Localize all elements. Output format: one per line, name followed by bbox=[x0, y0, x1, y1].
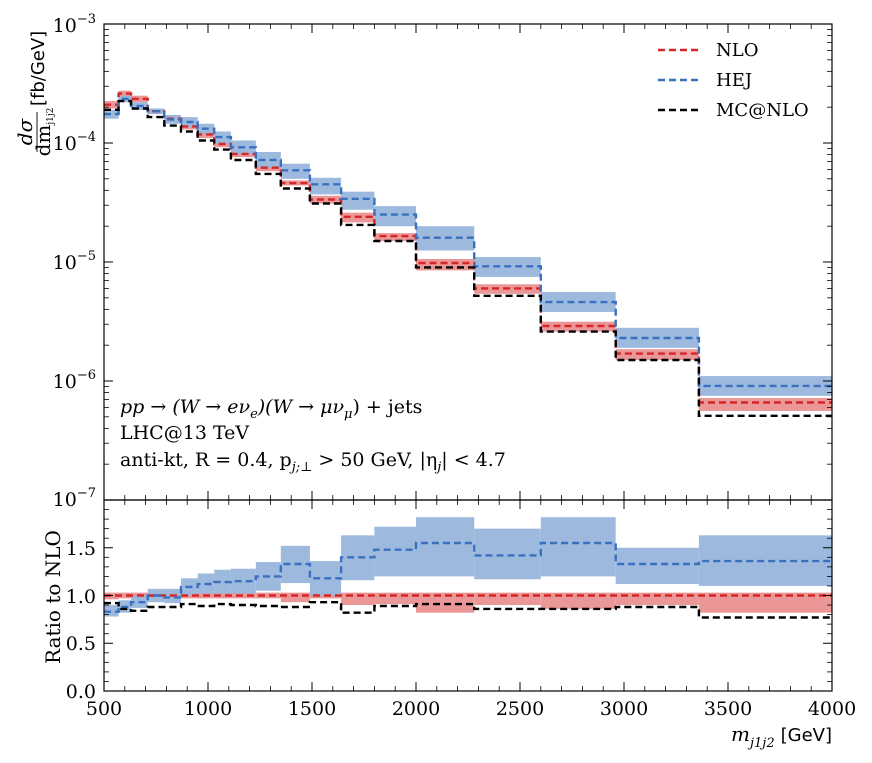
xtick-label: 3000 bbox=[600, 698, 648, 720]
main-hej-band bbox=[104, 109, 119, 119]
main-ytick-label: 10−4 bbox=[53, 130, 96, 155]
ratio-nlo-band bbox=[698, 592, 832, 613]
ratio-ytick-labels: 0.0 0.5 1.0 1.5 bbox=[66, 538, 96, 703]
main-hej-band bbox=[540, 291, 616, 313]
main-nlo-line bbox=[104, 92, 832, 404]
main-nlo-band bbox=[197, 131, 215, 139]
ratio-hej-band bbox=[416, 517, 475, 577]
ratio-nlo-band bbox=[255, 592, 281, 599]
annotation-cuts: anti-kt, R = 0.4, pj;⊥ > 50 GeV, |ηj| < … bbox=[120, 449, 506, 475]
ratio-hej-band bbox=[374, 526, 416, 577]
main-ylabel-numerator: dσ bbox=[13, 117, 37, 145]
ratio-ytick-label: 0.5 bbox=[66, 633, 96, 655]
main-nlo-band bbox=[615, 349, 699, 361]
ratio-ytick-label: 1.0 bbox=[66, 586, 96, 608]
ratio-panel-frame bbox=[103, 499, 833, 692]
xtick-label: 1000 bbox=[184, 698, 232, 720]
main-nlo-band bbox=[309, 195, 342, 204]
main-hej-band bbox=[309, 177, 342, 195]
main-nlo-band bbox=[698, 397, 832, 411]
ratio-panel-lines bbox=[104, 541, 832, 619]
xtick-label: 500 bbox=[86, 698, 122, 720]
xtick-label: 2000 bbox=[392, 698, 440, 720]
main-panel-lines bbox=[104, 92, 832, 417]
xlabel: mj1j2 [GeV] bbox=[731, 722, 832, 751]
main-ytick-label: 10−3 bbox=[53, 12, 96, 37]
main-nlo-band bbox=[131, 95, 148, 103]
main-nlo-band bbox=[255, 164, 281, 172]
ratio-hej-band bbox=[341, 535, 375, 581]
main-ylabel-denominator: dmj1j2 bbox=[31, 108, 56, 157]
main-nlo-band bbox=[104, 101, 119, 109]
ratio-mcnlo-line bbox=[104, 601, 832, 619]
main-hej-band bbox=[374, 206, 416, 227]
main-ytick-label: 10−7 bbox=[53, 486, 96, 511]
main-ytick-label: 10−5 bbox=[53, 249, 96, 274]
ratio-hej-band bbox=[615, 547, 699, 585]
xtick-label: 1500 bbox=[288, 698, 336, 720]
xtick-label: 3500 bbox=[704, 698, 752, 720]
annotation-collider: LHC@13 TeV bbox=[120, 422, 249, 444]
ratio-ytick-label: 0.0 bbox=[66, 681, 96, 703]
annotation-block: pp → (W → eνe)(W → μνμ) + jets LHC@13 Te… bbox=[120, 396, 506, 475]
ratio-nlo-band bbox=[374, 592, 416, 605]
legend-mcnlo-label: MC@NLO bbox=[716, 100, 809, 121]
main-hej-band bbox=[255, 152, 281, 168]
main-ytick-label: 10−6 bbox=[53, 368, 96, 393]
main-ytick-labels: 10−7 10−6 10−5 10−4 10−3 bbox=[53, 12, 96, 511]
main-nlo-band bbox=[118, 90, 132, 97]
ratio-nlo-band bbox=[416, 592, 475, 613]
ratio-hej-band bbox=[104, 605, 119, 617]
main-hej-band bbox=[214, 131, 231, 145]
main-panel-ticks bbox=[103, 23, 833, 501]
ratio-nlo-band bbox=[118, 592, 132, 599]
ratio-nlo-band bbox=[214, 592, 231, 599]
ratio-nlo-band bbox=[230, 592, 256, 599]
ratio-hej-line bbox=[104, 541, 832, 613]
xtick-label: 4000 bbox=[808, 698, 856, 720]
annotation-process: pp → (W → eνe)(W → μνμ) + jets bbox=[120, 396, 422, 422]
ratio-hej-band bbox=[540, 517, 616, 577]
xtick-label: 2500 bbox=[496, 698, 544, 720]
main-nlo-band bbox=[416, 258, 475, 271]
ratio-hej-band bbox=[474, 528, 541, 580]
legend-hej-label: HEJ bbox=[716, 70, 752, 91]
ratio-ylabel: Ratio to NLO bbox=[41, 530, 65, 664]
ratio-nlo-band bbox=[280, 592, 310, 603]
ratio-panel-bands bbox=[104, 517, 832, 617]
main-ylabel-unit: [fb/GeV] bbox=[28, 31, 49, 106]
legend-nlo-label: NLO bbox=[716, 40, 758, 61]
main-mcnlo-line bbox=[104, 99, 832, 417]
ratio-hej-band bbox=[214, 569, 231, 594]
main-ylabel: dσ dmj1j2 [fb/GeV] bbox=[13, 31, 56, 157]
legend: NLO HEJ MC@NLO bbox=[658, 40, 809, 121]
ratio-hej-band bbox=[698, 535, 832, 586]
main-hej-line bbox=[104, 97, 832, 388]
ratio-ytick-label: 1.5 bbox=[66, 538, 96, 560]
xtick-labels: 500 1000 1500 2000 2500 3000 3500 4000 bbox=[86, 698, 856, 720]
main-hej-band bbox=[341, 191, 375, 210]
